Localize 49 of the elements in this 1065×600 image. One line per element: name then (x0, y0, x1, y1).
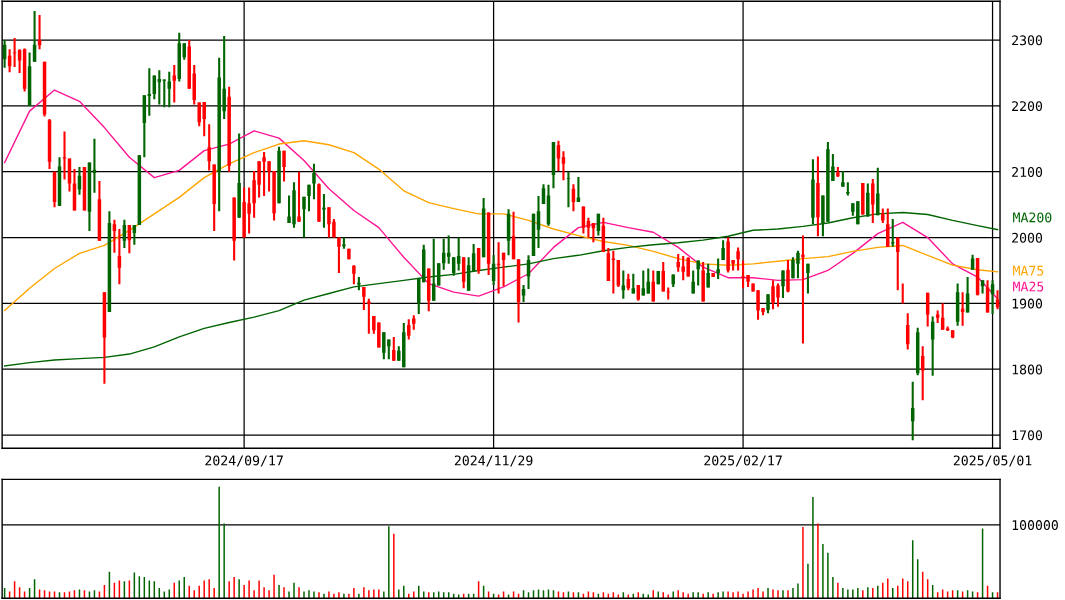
y-tick-label: 2300 (1012, 35, 1043, 46)
candlestick (62, 130, 67, 181)
x-tick-label: 2025/02/17 (704, 455, 782, 467)
candlestick (696, 259, 700, 287)
candlestick (781, 269, 785, 300)
x-tick-label: 2025/05/01 (953, 455, 1032, 467)
y-tick-label: 2100 (1012, 166, 1043, 177)
candlestick (561, 150, 566, 182)
candlestick (312, 162, 316, 201)
x-tick-label: 2024/11/29 (454, 455, 533, 467)
candlestick (786, 258, 790, 294)
candlestick (806, 262, 810, 295)
y-tick-label: 1800 (1012, 364, 1043, 375)
y-tick-label: 2200 (1012, 101, 1043, 112)
candlestick (740, 259, 746, 290)
series-label: MA200 (1013, 212, 1052, 223)
candlestick (576, 175, 581, 204)
candlestick (337, 236, 341, 275)
candlestick (871, 177, 875, 225)
candlestick (307, 183, 311, 213)
y-tick-label: 100000 (1012, 520, 1058, 531)
y-tick-label: 1700 (1012, 430, 1043, 441)
x-tick-label: 2024/09/17 (205, 455, 283, 467)
candlestick (367, 297, 371, 335)
candlestick (706, 262, 710, 289)
candlestick (352, 264, 356, 286)
candlestick (112, 218, 117, 254)
candlestick (282, 149, 286, 183)
series-label: MA25 (1013, 281, 1044, 292)
candlestick (965, 276, 970, 314)
candlestick (297, 170, 301, 223)
candlestick (886, 207, 890, 248)
line-series (3, 140, 999, 312)
candlestick (436, 262, 441, 287)
candlestick (392, 335, 396, 362)
candlestick (736, 246, 740, 272)
candlestick (721, 239, 725, 261)
candlestick (766, 293, 770, 315)
candlestick (407, 318, 411, 341)
y-tick-label: 2000 (1012, 232, 1043, 243)
candlestick (207, 123, 211, 172)
candlestick (586, 216, 591, 239)
candlestick (716, 257, 720, 281)
candlestick (661, 260, 665, 293)
candlestick (566, 170, 571, 209)
series-label: MA75 (1013, 265, 1044, 276)
candlestick (302, 195, 306, 239)
candlestick (556, 139, 561, 173)
y-tick-label: 1900 (1012, 298, 1043, 309)
